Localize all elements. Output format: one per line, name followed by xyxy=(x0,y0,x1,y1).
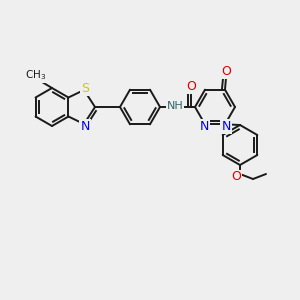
Text: N: N xyxy=(221,120,231,133)
Text: O: O xyxy=(231,170,241,184)
Text: S: S xyxy=(81,82,89,94)
Text: NH: NH xyxy=(167,101,183,111)
Text: O: O xyxy=(186,80,196,92)
Text: N: N xyxy=(80,119,90,133)
Text: O: O xyxy=(221,65,231,78)
Text: CH$_3$: CH$_3$ xyxy=(26,68,46,82)
Text: N: N xyxy=(199,120,209,133)
